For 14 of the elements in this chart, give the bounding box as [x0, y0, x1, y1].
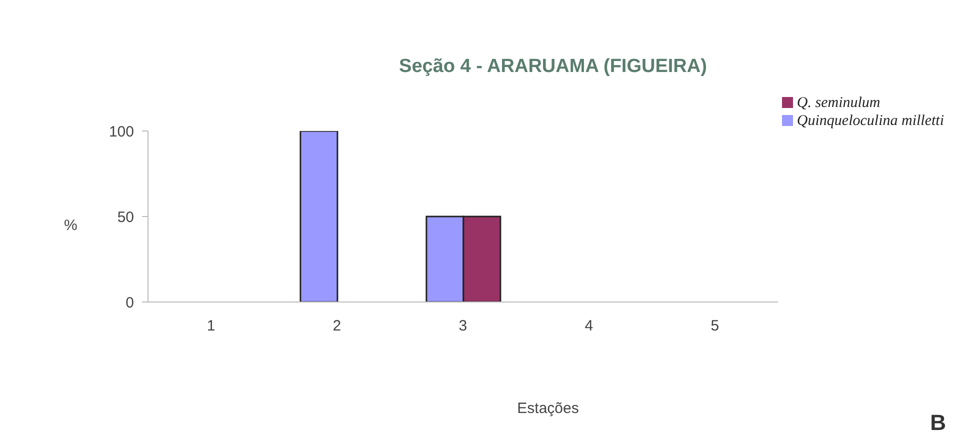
legend-label: Q. seminulum [796, 95, 880, 111]
text: B [930, 410, 946, 436]
x-tick-label: 2 [332, 318, 342, 335]
y-tick-label: 50 [117, 208, 134, 226]
x-axis-title: Estações [517, 400, 579, 417]
legend-label: Quinqueloculina milletti [796, 113, 944, 129]
y-axis-title: % [64, 217, 78, 234]
x-tick-label: 1 [206, 318, 216, 335]
x-tick-label: 5 [710, 318, 720, 335]
x-tick-label: 4 [584, 318, 594, 335]
y-tick-label: 100 [108, 123, 134, 140]
x-tick-label: 3 [458, 318, 468, 335]
y-tick-label: 0 [126, 294, 134, 312]
chart-title: Seção 4 - ARARUAMA (FIGUEIRA) [398, 56, 708, 78]
